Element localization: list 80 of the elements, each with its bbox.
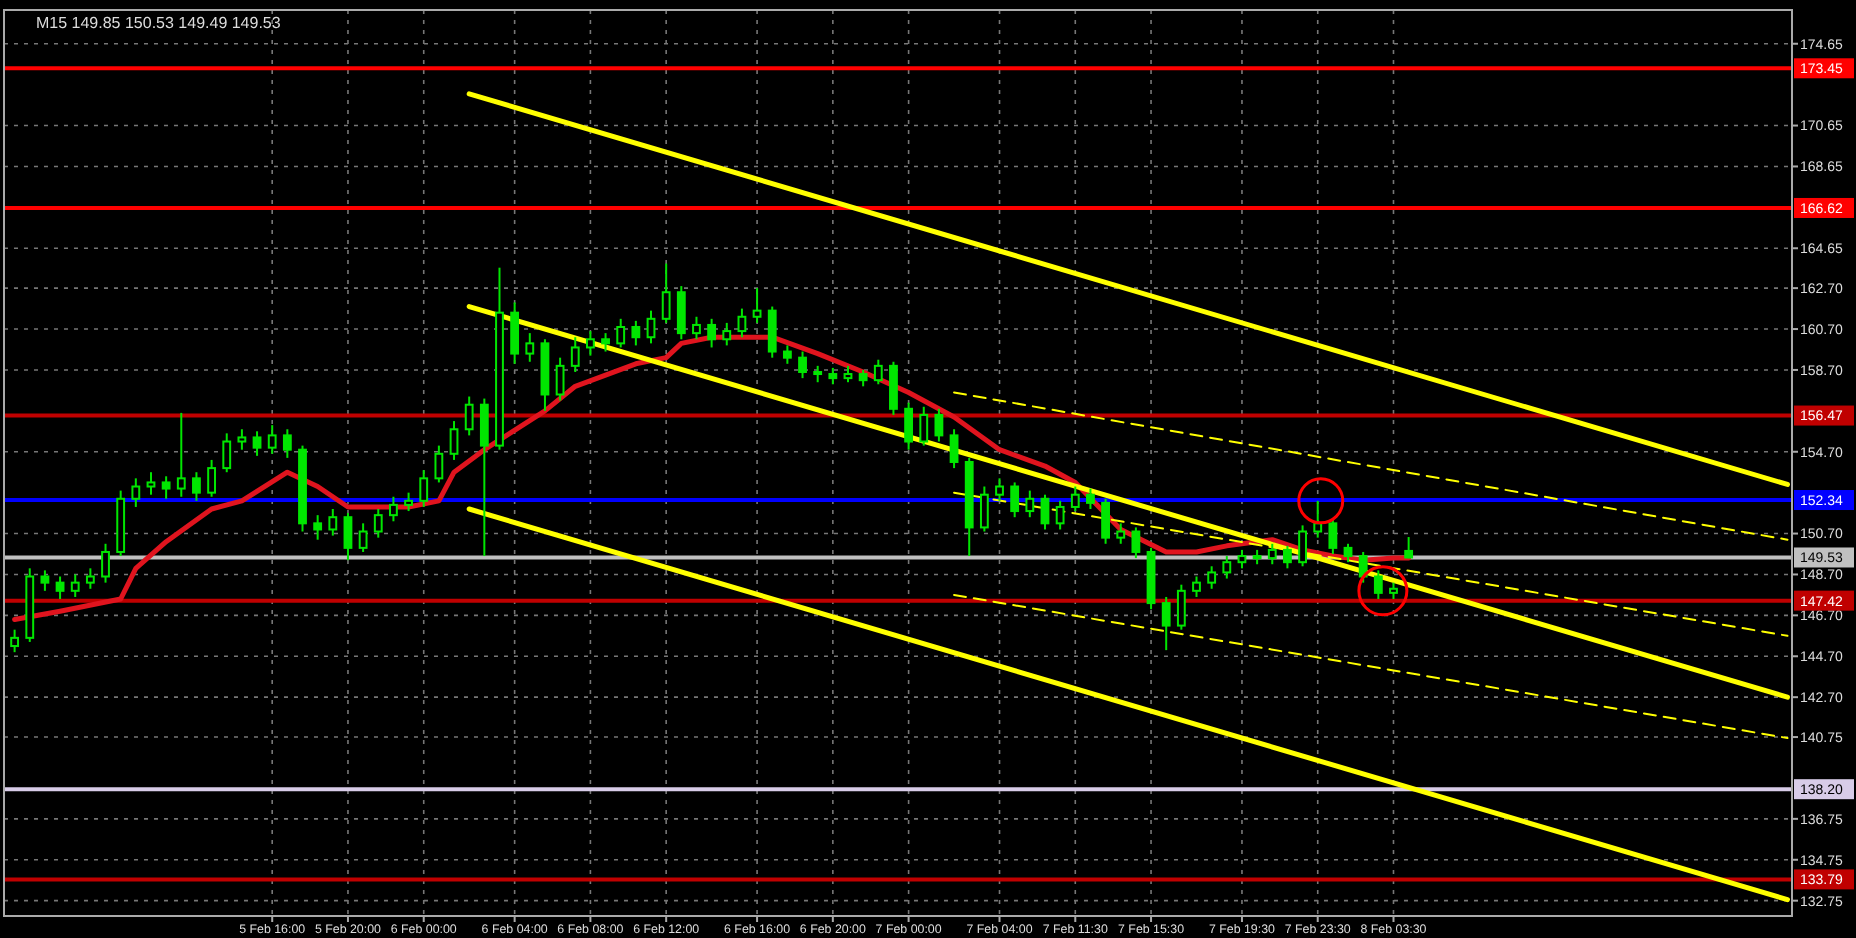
candlestick — [631, 319, 641, 347]
candlestick — [904, 401, 914, 451]
candlestick — [949, 428, 959, 470]
candlestick — [1010, 481, 1020, 519]
candlestick — [373, 508, 383, 539]
candlestick — [1131, 526, 1141, 560]
candlestick — [1267, 542, 1277, 566]
candlestick — [479, 397, 489, 558]
candlestick — [10, 628, 20, 654]
candlestick — [570, 336, 580, 373]
candlestick — [252, 430, 262, 457]
candlestick — [237, 428, 247, 451]
candlestick — [979, 485, 989, 533]
candlestick — [1328, 518, 1338, 556]
candlestick — [722, 321, 732, 347]
candlestick — [146, 471, 156, 496]
candlestick — [798, 350, 807, 380]
candlestick — [525, 332, 535, 363]
candlestick — [646, 309, 656, 345]
candlestick — [889, 360, 898, 416]
candlestick — [1298, 524, 1307, 568]
candlestick — [1283, 544, 1292, 570]
candlestick — [207, 458, 216, 498]
candlestick — [176, 411, 186, 498]
candlestick — [1313, 499, 1323, 539]
candlestick — [1373, 569, 1383, 600]
candlestick — [510, 301, 520, 365]
candlestick — [267, 424, 277, 455]
candlestick — [101, 542, 110, 584]
candlestick — [70, 573, 80, 598]
candlestick — [1070, 485, 1080, 513]
candlestick — [358, 522, 368, 553]
candlestick — [1040, 493, 1050, 531]
candlestick — [343, 512, 353, 562]
candlestick — [161, 475, 171, 500]
candlestick — [419, 469, 429, 508]
candlestick — [282, 428, 292, 459]
candlestick — [434, 444, 444, 484]
candlestick — [919, 405, 929, 447]
candlestick — [873, 358, 883, 386]
candlestick — [707, 317, 717, 349]
candlestick — [55, 575, 65, 600]
candlestick — [555, 356, 565, 402]
candlestick — [692, 315, 701, 341]
candlestick — [1161, 595, 1171, 652]
candlestick — [585, 330, 595, 357]
candlestick — [1116, 522, 1126, 545]
candlestick — [1343, 542, 1353, 564]
candlestick — [131, 477, 141, 508]
candlestick — [616, 317, 626, 349]
candlestick — [995, 477, 1004, 502]
chart-title: M15 149.85 150.53 149.49 149.53 — [36, 14, 282, 32]
candlestick — [1101, 497, 1110, 545]
candlestick — [222, 432, 232, 474]
candlestick — [389, 495, 398, 523]
candlestick — [464, 395, 474, 437]
candlestick — [767, 305, 777, 359]
candlestick — [1086, 487, 1095, 511]
candlestick — [313, 514, 323, 541]
candlestick — [1222, 555, 1232, 580]
candlestick — [934, 407, 944, 443]
candlestick — [782, 344, 792, 365]
candlestick — [1055, 499, 1065, 531]
candlestick — [192, 471, 201, 502]
candlestick — [1358, 550, 1368, 584]
candlestick — [676, 285, 686, 341]
candlestick — [1176, 583, 1186, 631]
candlestick — [40, 569, 50, 592]
candlestick — [1237, 548, 1247, 570]
candlestick — [1207, 565, 1217, 590]
candlestick — [661, 262, 671, 324]
candlestick — [404, 491, 413, 513]
candlestick — [85, 567, 95, 590]
candlestick — [449, 420, 459, 461]
candlestick — [601, 332, 610, 353]
candlestick — [328, 508, 338, 537]
candlestick — [737, 307, 747, 339]
candlestick — [752, 287, 762, 324]
candlestick — [1025, 489, 1035, 519]
candlestick — [1192, 575, 1201, 598]
